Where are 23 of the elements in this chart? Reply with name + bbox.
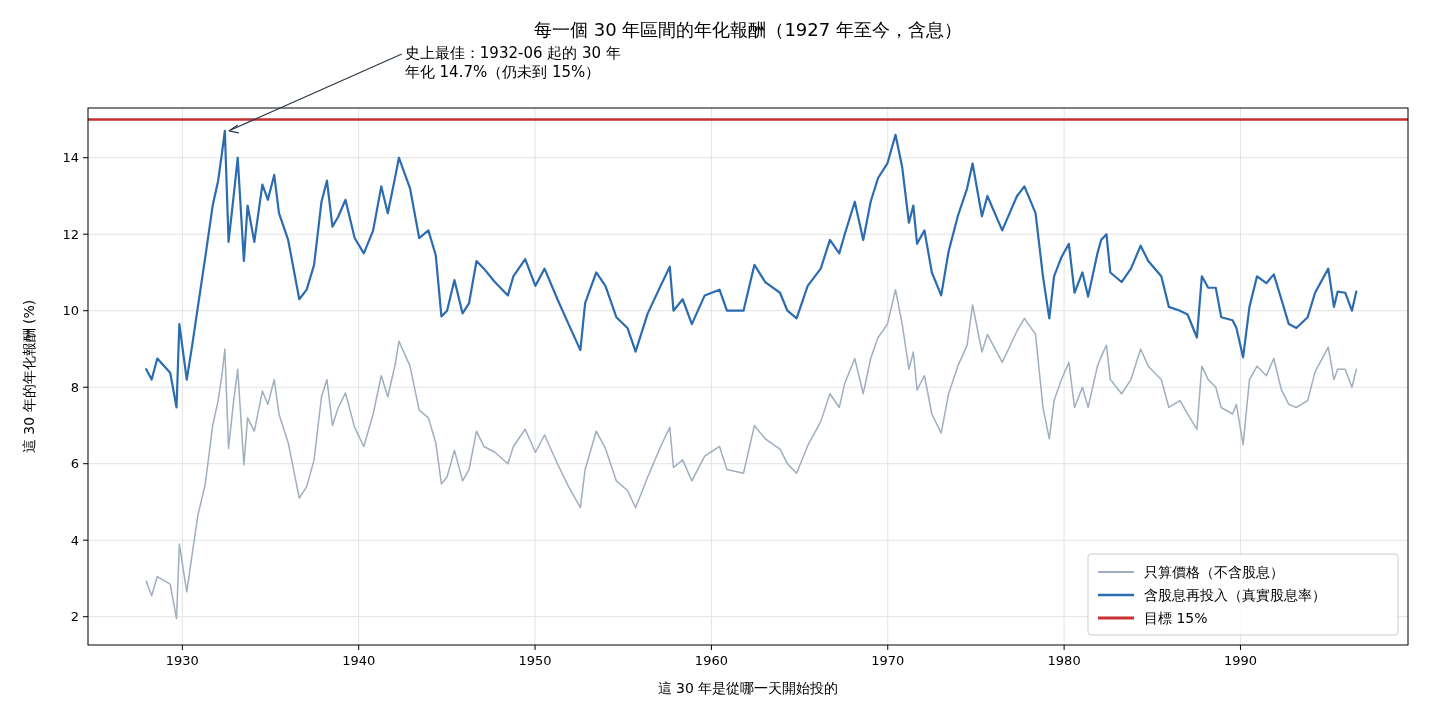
legend-label: 目標 15%	[1144, 610, 1208, 626]
annotation: 史上最佳：1932-06 起的 30 年	[404, 44, 621, 62]
x-tick-label: 1960	[694, 653, 728, 668]
x-tick-label: 1930	[165, 653, 199, 668]
y-tick-label: 10	[62, 303, 79, 319]
x-axis-title: 這 30 年是從哪一天開始投的	[657, 680, 839, 696]
line-series	[145, 129, 1358, 409]
text: 年化 14.7%（仍未到 15%）	[404, 63, 601, 81]
y-tick-label: 6	[70, 456, 79, 472]
y-tick-label: 8	[70, 379, 79, 395]
y-tick-label: 2	[70, 609, 79, 625]
x-tick-label: 1980	[1047, 653, 1081, 668]
x-tick-label: 1970	[871, 653, 905, 668]
y-tick-label: 12	[62, 226, 79, 242]
y-tick-label: 4	[70, 532, 79, 548]
y-axis-title: 這 30 年的年化報酬 (%)	[21, 299, 37, 454]
chart-title: 每一個 30 年區間的年化報酬（1927 年至今，含息）	[534, 19, 962, 40]
legend-label: 含股息再投入（真實股息率）	[1144, 587, 1326, 603]
legend-label: 只算價格（不含股息）	[1144, 564, 1284, 580]
x-tick-label: 1940	[342, 653, 376, 668]
x-tick-label: 1990	[1223, 653, 1258, 668]
x-tick-label: 1950	[518, 653, 552, 668]
y-tick-label: 14	[62, 150, 79, 166]
